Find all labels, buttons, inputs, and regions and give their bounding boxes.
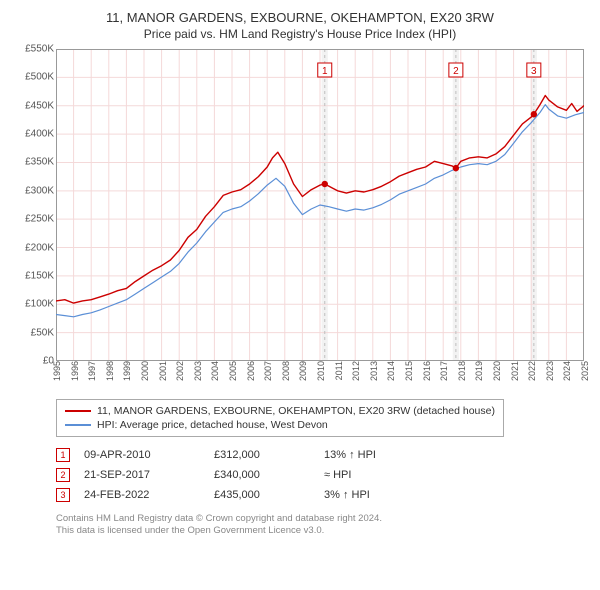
- legend-item: HPI: Average price, detached house, West…: [65, 418, 495, 432]
- attribution-line-1: Contains HM Land Registry data © Crown c…: [56, 513, 588, 525]
- x-tick-label: 2025: [580, 361, 590, 381]
- x-tick-label: 2020: [492, 361, 502, 381]
- y-tick-label: £50K: [31, 327, 54, 338]
- x-tick-label: 2010: [316, 361, 326, 381]
- event-row: 2 21-SEP-2017£340,000≈ HPI: [56, 465, 588, 485]
- x-tick-label: 2018: [457, 361, 467, 381]
- svg-text:2: 2: [453, 66, 459, 77]
- y-tick-label: £200K: [25, 242, 54, 253]
- event-price: £340,000: [214, 469, 324, 481]
- x-tick-label: 2015: [404, 361, 414, 381]
- y-axis-labels: £0£50K£100K£150K£200K£250K£300K£350K£400…: [12, 49, 56, 361]
- chart-title-1: 11, MANOR GARDENS, EXBOURNE, OKEHAMPTON,…: [12, 10, 588, 25]
- x-tick-label: 2021: [510, 361, 520, 381]
- x-tick-label: 2019: [474, 361, 484, 381]
- x-tick-label: 2002: [175, 361, 185, 381]
- event-delta: ≈ HPI: [324, 469, 434, 481]
- legend-label: 11, MANOR GARDENS, EXBOURNE, OKEHAMPTON,…: [97, 405, 495, 417]
- x-tick-label: 2022: [527, 361, 537, 381]
- x-tick-label: 2023: [545, 361, 555, 381]
- event-row: 1 09-APR-2010£312,00013% ↑ HPI: [56, 445, 588, 465]
- x-tick-label: 2016: [422, 361, 432, 381]
- event-date: 09-APR-2010: [84, 449, 214, 461]
- x-tick-label: 1998: [105, 361, 115, 381]
- x-tick-label: 2024: [562, 361, 572, 381]
- event-marker-icon: 2: [56, 468, 70, 482]
- x-tick-label: 2006: [246, 361, 256, 381]
- y-tick-label: £550K: [25, 44, 54, 55]
- x-tick-label: 2009: [298, 361, 308, 381]
- x-axis-labels: 1995199619971998199920002001200220032004…: [56, 361, 584, 389]
- x-tick-label: 2007: [263, 361, 273, 381]
- x-tick-label: 2012: [351, 361, 361, 381]
- event-row: 3 24-FEB-2022£435,0003% ↑ HPI: [56, 485, 588, 505]
- event-marker-icon: 3: [56, 488, 70, 502]
- y-tick-label: £150K: [25, 270, 54, 281]
- x-tick-label: 1996: [70, 361, 80, 381]
- event-marker-icon: 1: [56, 448, 70, 462]
- event-delta: 3% ↑ HPI: [324, 489, 434, 501]
- legend-label: HPI: Average price, detached house, West…: [97, 419, 328, 431]
- attribution-line-2: This data is licensed under the Open Gov…: [56, 525, 588, 537]
- x-tick-label: 2013: [369, 361, 379, 381]
- x-tick-label: 2004: [210, 361, 220, 381]
- x-tick-label: 2001: [158, 361, 168, 381]
- legend-item: 11, MANOR GARDENS, EXBOURNE, OKEHAMPTON,…: [65, 404, 495, 418]
- legend-swatch: [65, 410, 91, 412]
- y-tick-label: £450K: [25, 100, 54, 111]
- svg-text:1: 1: [322, 66, 328, 77]
- x-tick-label: 2003: [193, 361, 203, 381]
- x-tick-label: 2011: [334, 361, 344, 380]
- y-tick-label: £500K: [25, 72, 54, 83]
- events-table: 1 09-APR-2010£312,00013% ↑ HPI 2 21-SEP-201…: [56, 445, 588, 505]
- x-tick-label: 2005: [228, 361, 238, 381]
- y-tick-label: £400K: [25, 129, 54, 140]
- x-tick-label: 2008: [281, 361, 291, 381]
- event-date: 21-SEP-2017: [84, 469, 214, 481]
- attribution: Contains HM Land Registry data © Crown c…: [56, 513, 588, 538]
- legend-swatch: [65, 424, 91, 426]
- y-tick-label: £300K: [25, 185, 54, 196]
- x-tick-label: 1995: [52, 361, 62, 381]
- chart-title-2: Price paid vs. HM Land Registry's House …: [12, 27, 588, 41]
- event-date: 24-FEB-2022: [84, 489, 214, 501]
- event-price: £312,000: [214, 449, 324, 461]
- y-tick-label: £350K: [25, 157, 54, 168]
- x-tick-label: 2014: [386, 361, 396, 381]
- x-tick-label: 1999: [122, 361, 132, 381]
- legend: 11, MANOR GARDENS, EXBOURNE, OKEHAMPTON,…: [56, 399, 504, 437]
- x-tick-label: 1997: [87, 361, 97, 381]
- y-tick-label: £100K: [25, 299, 54, 310]
- y-tick-label: £250K: [25, 214, 54, 225]
- event-delta: 13% ↑ HPI: [324, 449, 434, 461]
- svg-text:3: 3: [531, 66, 537, 77]
- x-tick-label: 2000: [140, 361, 150, 381]
- chart: £0£50K£100K£150K£200K£250K£300K£350K£400…: [12, 49, 588, 389]
- x-tick-label: 2017: [439, 361, 449, 381]
- event-price: £435,000: [214, 489, 324, 501]
- chart-plot: 1 2 3: [56, 49, 584, 361]
